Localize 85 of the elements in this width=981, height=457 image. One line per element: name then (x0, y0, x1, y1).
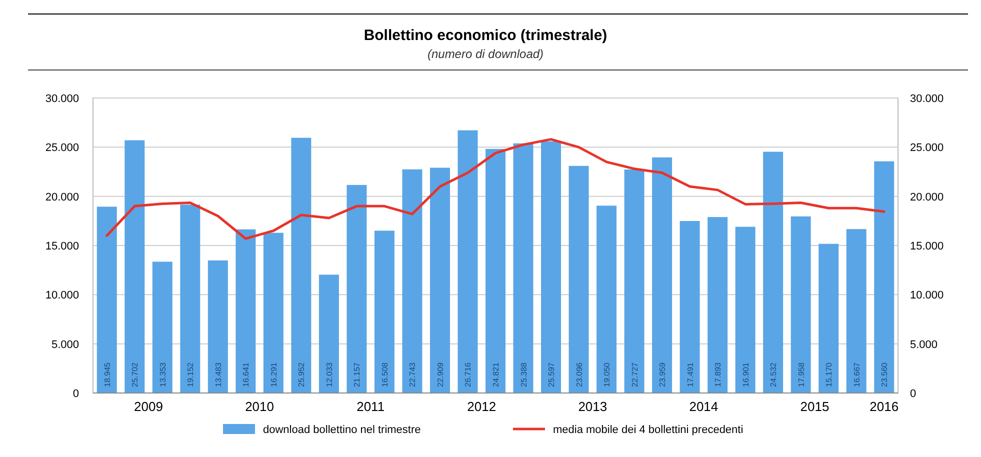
data-label: 24.821 (492, 362, 500, 387)
data-label: 16.508 (380, 362, 390, 387)
bar (874, 161, 894, 393)
data-label: 19.152 (186, 362, 196, 387)
data-label: 15.170 (824, 362, 834, 387)
bar (818, 244, 839, 393)
bar (486, 148, 506, 393)
y2-tick-label: 0 (910, 388, 916, 400)
bar (846, 229, 866, 393)
legend-label: media mobile dei 4 bollettini precedenti (553, 424, 744, 436)
data-label: 17.491 (686, 362, 695, 387)
y2-tick-label: 15.000 (910, 240, 944, 252)
x-tick-label: 2009 (134, 399, 163, 414)
bar (208, 260, 228, 393)
data-label: 25.702 (130, 362, 140, 387)
x-tick-label: 2013 (578, 399, 608, 414)
data-label: 25.597 (547, 362, 556, 387)
data-label: 19.050 (602, 362, 612, 387)
data-label: 18.945 (102, 362, 112, 387)
data-label: 16.641 (242, 362, 251, 387)
x-tick-label: 2010 (245, 399, 274, 414)
x-tick-label: 2012 (467, 399, 496, 414)
bar (763, 152, 784, 393)
bar (374, 230, 394, 393)
y-tick-label: 10.000 (45, 290, 79, 302)
data-label: 23.560 (880, 362, 890, 387)
bar (263, 232, 284, 393)
y-tick-label: 0 (72, 388, 79, 400)
bar (430, 168, 450, 393)
y2-tick-label: 25.000 (910, 142, 944, 154)
y-tick-label: 25.000 (45, 142, 79, 154)
bar (568, 166, 589, 393)
y-tick-label: 5.000 (51, 338, 79, 351)
x-tick-label: 2016 (870, 399, 899, 414)
bar (596, 206, 617, 393)
bar (236, 229, 256, 393)
chart-title: Bollettino economico (trimestrale) (364, 27, 608, 44)
bar (708, 217, 728, 393)
bar (458, 130, 478, 393)
data-label: 16.291 (269, 362, 278, 387)
legend-label: download bollettino nel trimestre (263, 424, 421, 436)
data-label: 26.716 (464, 362, 473, 387)
bar (680, 221, 700, 393)
data-label: 22.909 (436, 362, 445, 387)
x-tick-label: 2011 (356, 399, 385, 414)
bar (624, 170, 644, 393)
bar (346, 184, 367, 393)
bar (513, 143, 534, 393)
data-label: 22.727 (630, 362, 640, 387)
bar (124, 140, 145, 393)
y-tick-label: 15.000 (45, 240, 79, 252)
data-label: 13.483 (214, 362, 223, 387)
bar (652, 157, 672, 393)
y-tick-label: 20.000 (45, 191, 79, 204)
bar (318, 274, 339, 393)
data-label: 23.096 (574, 362, 584, 387)
y2-tick-label: 30.000 (910, 93, 944, 105)
bar (291, 138, 312, 393)
y-tick-label: 30.000 (45, 93, 79, 105)
y2-tick-label: 10.000 (910, 290, 944, 302)
x-tick-label: 2015 (800, 399, 830, 414)
data-label: 16.901 (741, 362, 750, 387)
data-label: 21.157 (352, 362, 362, 387)
data-label: 25.388 (519, 362, 528, 387)
data-label: 22.743 (408, 362, 418, 387)
bar (790, 216, 811, 393)
bar (541, 141, 562, 393)
data-label: 16.667 (852, 362, 862, 387)
bar (735, 226, 756, 393)
data-label: 25.952 (297, 362, 306, 387)
x-tick-label: 2014 (689, 399, 718, 414)
y2-tick-label: 5.000 (910, 338, 938, 351)
bar (402, 169, 422, 393)
y2-tick-label: 20.000 (910, 191, 944, 204)
chart-subtitle: (numero di download) (427, 47, 544, 61)
data-label: 23.959 (658, 362, 668, 387)
data-label: 17.893 (714, 362, 723, 387)
line-series (106, 138, 886, 240)
data-label: 13.353 (158, 362, 168, 387)
data-label: 17.958 (796, 362, 806, 387)
data-label: 24.532 (769, 362, 778, 387)
bar (180, 204, 200, 393)
bar (96, 206, 117, 393)
data-label: 12.033 (324, 362, 334, 387)
bar (152, 262, 172, 393)
